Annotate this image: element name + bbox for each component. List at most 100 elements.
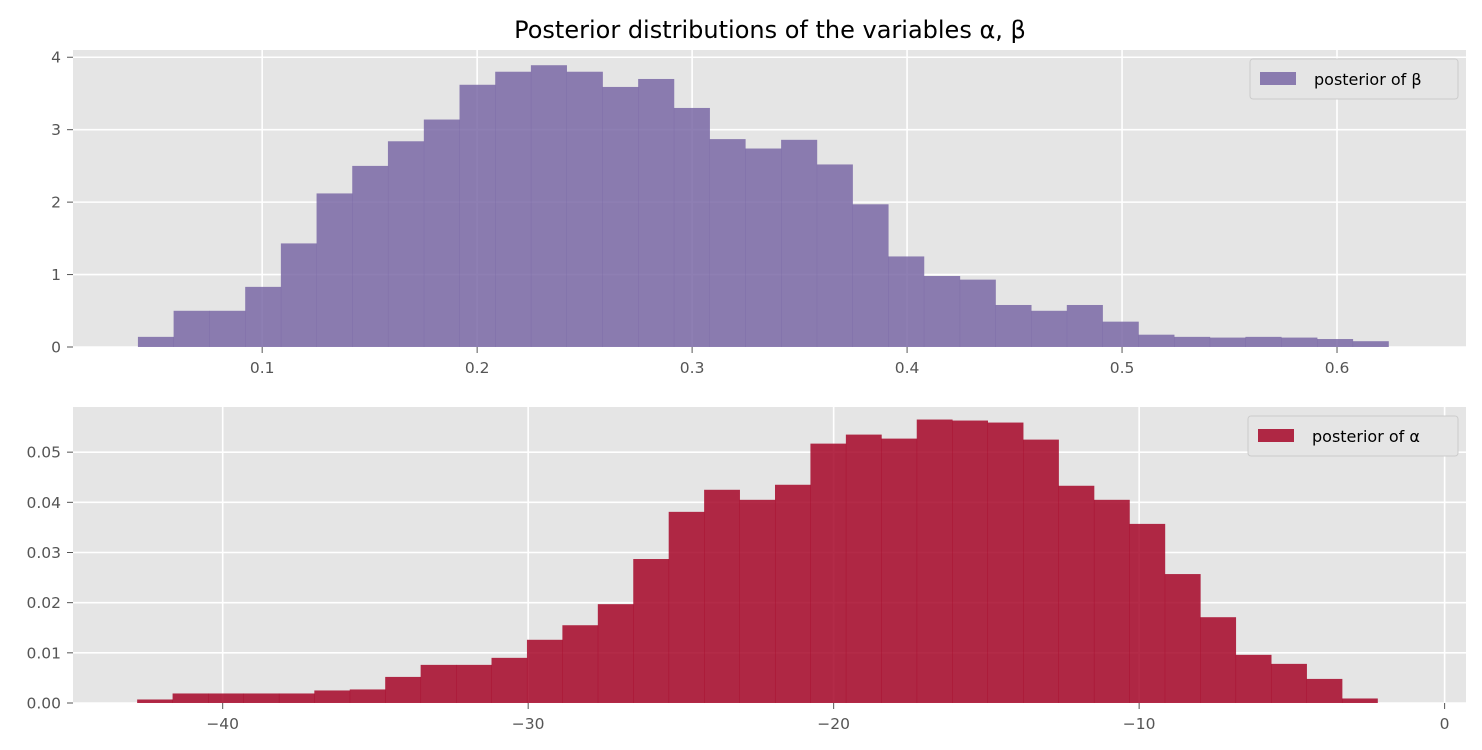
histogram-bar xyxy=(959,279,996,347)
histogram-bar xyxy=(923,276,961,347)
histogram-bar xyxy=(745,148,782,347)
x-tick-label: −20 xyxy=(817,715,850,733)
histogram-bar xyxy=(916,419,953,703)
histogram-bar xyxy=(1317,339,1354,347)
histogram-bar xyxy=(1058,485,1095,703)
histogram-bar xyxy=(491,657,528,703)
histogram-bar xyxy=(810,443,847,703)
histogram-bars xyxy=(137,419,1378,703)
histogram-bar xyxy=(526,639,563,703)
y-tick-label: 0.05 xyxy=(26,444,61,462)
y-tick-label: 0.01 xyxy=(26,644,61,662)
y-tick-label: 4 xyxy=(51,49,61,67)
histogram-bar xyxy=(1102,321,1139,347)
histogram-bar xyxy=(1129,523,1166,703)
histogram-bar xyxy=(495,71,532,348)
x-tick-label: 0.6 xyxy=(1325,359,1350,377)
histogram-bar xyxy=(243,693,280,703)
histogram-bar xyxy=(1341,698,1378,703)
histogram-bar xyxy=(352,165,389,347)
histogram-bar xyxy=(1281,337,1318,347)
histogram-bar xyxy=(704,489,740,703)
histogram-bar xyxy=(566,71,603,348)
histogram-bar xyxy=(387,141,425,347)
y-tick-label: 0.03 xyxy=(26,544,61,562)
legend-box xyxy=(1247,415,1459,457)
histogram-bar xyxy=(456,664,492,703)
histogram-bar xyxy=(137,336,175,347)
x-tick-label: −10 xyxy=(1123,715,1156,733)
histogram-bar xyxy=(245,286,282,347)
histogram-bar xyxy=(1174,336,1211,347)
histogram-bar xyxy=(816,164,853,347)
alpha-histogram-panel: −40 −30 −20 −10 0 0.00 0.01 0.02 0.03 0.04 0.05 p… xyxy=(26,407,1466,733)
x-tick-label: 0.2 xyxy=(465,359,490,377)
chart-title: Posterior distributions of the variables… xyxy=(514,16,1026,44)
x-axis-ticks: 0.1 0.2 0.3 0.4 0.5 0.6 xyxy=(250,347,1350,377)
histogram-bar xyxy=(314,690,351,703)
legend: posterior of β xyxy=(1249,58,1459,100)
histogram-bar xyxy=(1271,663,1307,703)
y-axis-ticks: 0.00 0.01 0.02 0.03 0.04 0.05 xyxy=(26,444,73,713)
histogram-bar xyxy=(1023,439,1059,703)
histogram-bar xyxy=(852,204,889,347)
histogram-bar xyxy=(280,243,317,347)
histogram-bar xyxy=(781,139,818,347)
histogram-bar xyxy=(638,78,675,347)
y-tick-label: 0.00 xyxy=(26,695,61,713)
y-axis-ticks: 0 1 2 3 4 xyxy=(51,49,73,357)
histogram-bar xyxy=(888,256,925,347)
y-tick-label: 3 xyxy=(51,121,61,139)
histogram-bar xyxy=(1306,678,1343,703)
y-tick-label: 0 xyxy=(51,339,61,357)
histogram-bar xyxy=(987,422,1024,703)
histogram-bar xyxy=(420,664,457,703)
histogram-bar xyxy=(278,693,315,703)
x-tick-label: 0 xyxy=(1440,715,1450,733)
histogram-bar xyxy=(459,84,496,348)
x-axis-ticks: −40 −30 −20 −10 0 xyxy=(206,703,1450,733)
histogram-bar xyxy=(1138,334,1175,347)
histogram-bar xyxy=(1164,574,1201,703)
x-tick-label: 0.1 xyxy=(250,359,275,377)
histogram-bar xyxy=(774,484,811,703)
histogram-bar xyxy=(423,119,460,347)
x-tick-label: −40 xyxy=(206,715,239,733)
histogram-bar xyxy=(1093,499,1130,703)
histogram-bar xyxy=(673,107,710,347)
histogram-bar xyxy=(173,310,210,347)
histogram-bar xyxy=(172,693,209,703)
legend-swatch xyxy=(1260,72,1296,85)
histogram-bar xyxy=(1200,617,1237,703)
histogram-bar xyxy=(739,499,776,703)
histogram-bar xyxy=(349,689,386,703)
histogram-bar xyxy=(597,604,634,703)
histogram-bar xyxy=(208,693,244,703)
histogram-bar xyxy=(602,86,639,347)
histogram-bar xyxy=(709,139,746,347)
x-tick-label: −30 xyxy=(512,715,545,733)
histogram-bar xyxy=(668,511,705,703)
histogram-bar xyxy=(209,310,246,347)
histogram-bar xyxy=(881,438,918,703)
legend-box xyxy=(1249,58,1459,100)
histogram-bar xyxy=(1209,337,1246,347)
histogram-bar xyxy=(952,420,989,703)
legend-label: posterior of α xyxy=(1312,427,1420,446)
histogram-bar xyxy=(1031,310,1068,347)
x-tick-label: 0.3 xyxy=(680,359,705,377)
y-tick-label: 0.04 xyxy=(26,494,61,512)
y-tick-label: 0.02 xyxy=(26,594,61,612)
y-tick-label: 1 xyxy=(51,266,61,284)
histogram-bar xyxy=(995,304,1032,347)
legend-label: posterior of β xyxy=(1314,70,1422,89)
beta-histogram-panel: 0.1 0.2 0.3 0.4 0.5 0.6 0 1 2 3 4 posterior of β xyxy=(51,49,1466,377)
histogram-bar xyxy=(633,559,670,703)
histogram-bar xyxy=(1352,341,1389,347)
y-tick-label: 2 xyxy=(51,194,61,212)
histogram-bar xyxy=(137,699,173,703)
histogram-bar xyxy=(1245,336,1282,347)
histogram-bar xyxy=(1235,654,1272,703)
histogram-bar xyxy=(1066,304,1103,347)
